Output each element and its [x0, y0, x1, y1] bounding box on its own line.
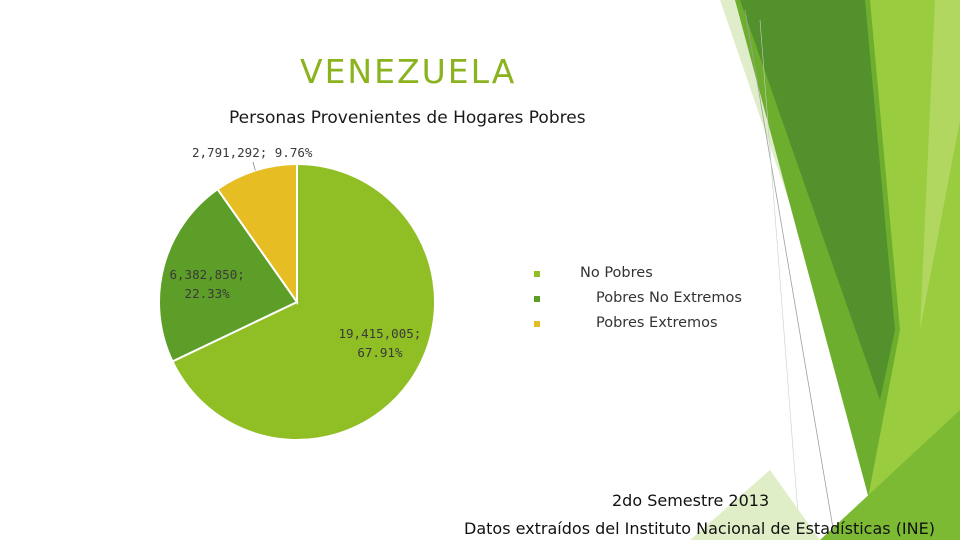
deco-shape-bottom: [820, 410, 960, 540]
slice-no-pobres: [171, 162, 436, 441]
footer-period: 2do Semestre 2013: [612, 491, 770, 510]
deco-shape-pale-bottom: [690, 470, 820, 540]
footer-source: Datos extraídos del Instituto Nacional d…: [464, 519, 935, 538]
legend-label: No Pobres: [580, 265, 653, 281]
label-no-pobres: 19,415,005; 67.91%: [338, 326, 422, 360]
legend-item-pobres-no-extremos: Pobres No Extremos: [534, 289, 774, 309]
deco-line-2: [759, 19, 801, 540]
legend-swatch: [534, 271, 540, 277]
legend-swatch: [534, 296, 540, 302]
legend-item-no-pobres: No Pobres: [534, 264, 774, 284]
legend-item-pobres-extremos: Pobres Extremos: [534, 314, 774, 334]
label-pobres-extremos: 2,791,292; 9.76%: [192, 145, 313, 160]
leader-line-pobres-extremos: [252, 161, 256, 171]
legend-label: Pobres Extremos: [596, 315, 718, 331]
deco-shape-light-2: [920, 0, 960, 330]
label-pobres-no-extremos: 6,382,850; 22.33%: [169, 267, 245, 301]
slice-pobres-no-extremos: [158, 187, 299, 363]
deco-line-1: [744, 9, 836, 540]
legend-label: Pobres No Extremos: [596, 290, 742, 306]
deco-shape-dark: [740, 0, 895, 400]
chart-title: Personas Provenientes de Hogares Pobres: [229, 108, 586, 128]
slice-pobres-extremos: [216, 162, 298, 306]
slide-title: VENEZUELA: [300, 52, 517, 91]
legend-swatch: [534, 321, 540, 327]
